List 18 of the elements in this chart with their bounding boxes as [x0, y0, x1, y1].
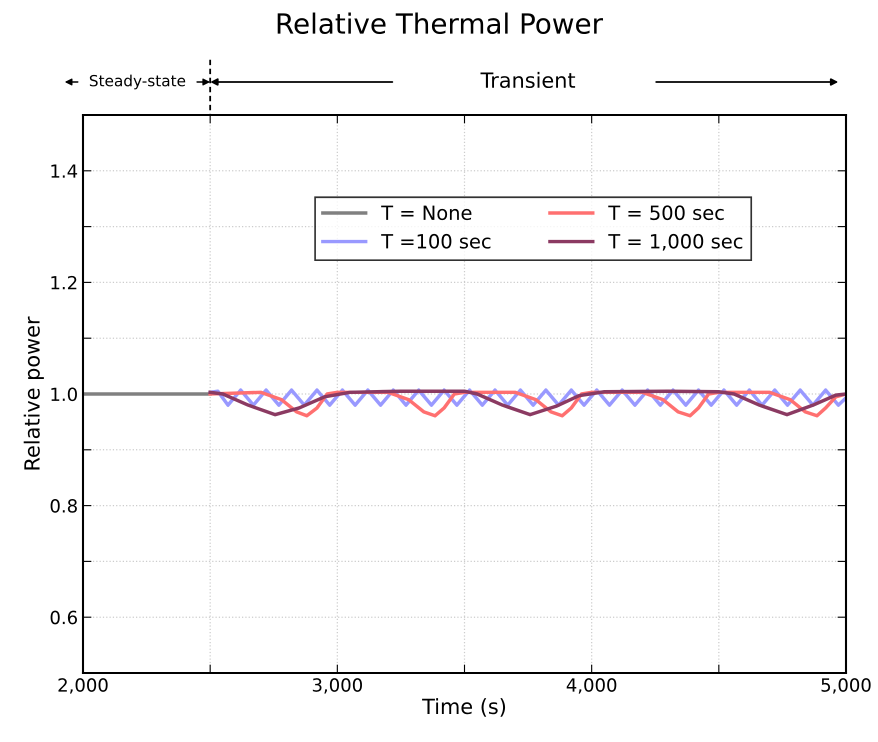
legend-label: T = 1,000 sec	[608, 234, 742, 251]
y-tick-label: 1.0	[51, 387, 77, 402]
y-axis-title: Relative power	[24, 316, 44, 470]
legend-label: T =100 sec	[381, 234, 490, 249]
y-tick-label: 1.2	[51, 276, 76, 290]
x-tick-label: 2,000	[58, 678, 108, 694]
y-tick-label: 0.8	[50, 499, 77, 513]
x-tick-label: 4,000	[566, 678, 616, 694]
chart-title: Relative Thermal Power	[278, 12, 604, 34]
legend-label: T = 500 sec	[608, 205, 724, 220]
y-tick-label: 0.6	[50, 610, 78, 624]
y-tick-label: 1.4	[51, 164, 78, 178]
text: Transient	[480, 72, 576, 88]
x-axis-title: Time (s)	[422, 698, 506, 717]
x-tick-label: 3,000	[312, 678, 362, 694]
text: Steady-state	[90, 74, 186, 90]
legend-label: T = None	[381, 206, 472, 220]
x-tick-label: 5,000	[822, 678, 871, 694]
